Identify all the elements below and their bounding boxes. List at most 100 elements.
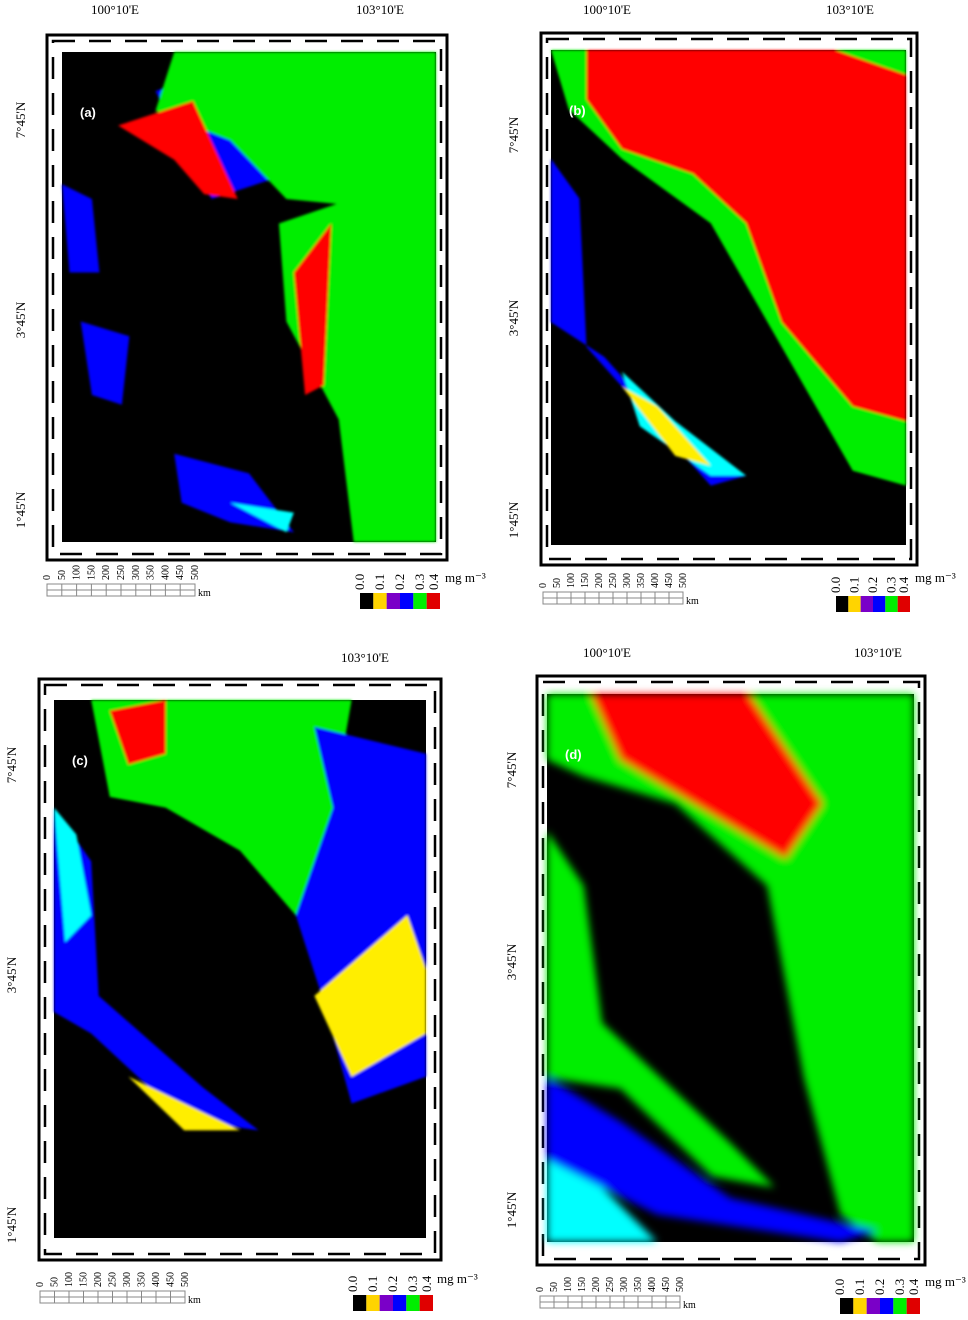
scale-tick-label: 300 — [131, 565, 142, 580]
legend-label: 0.4 — [906, 1278, 921, 1295]
legend-label: 0.4 — [426, 573, 441, 590]
scale-tick-label: 400 — [650, 573, 661, 588]
scale-tick-label: 50 — [549, 1282, 560, 1292]
scale-tick-label: 150 — [79, 1272, 90, 1287]
scale-tick-label: 50 — [57, 570, 68, 580]
map-region — [547, 1159, 658, 1242]
legend-unit: mg m⁻³ — [915, 570, 956, 585]
legend-swatch — [373, 593, 387, 609]
legend-label: 0.2 — [392, 574, 407, 590]
map-frame-ticks — [43, 683, 437, 1256]
scale-tick-label: 200 — [591, 1277, 602, 1292]
scale-tick-label: 250 — [605, 1277, 616, 1292]
longitude-label: 103°10'E — [826, 2, 874, 17]
legend-label: 0.1 — [372, 574, 387, 590]
scale-tick-label: 400 — [151, 1272, 162, 1287]
latitude-label: 1°45'N — [4, 1206, 19, 1243]
scale-unit: km — [188, 1295, 201, 1306]
legend-swatch — [379, 1295, 393, 1311]
legend-label: 0.2 — [385, 1276, 400, 1292]
map-image — [551, 50, 906, 486]
longitude-label: 100°10'E — [91, 2, 139, 17]
legend-unit: mg m⁻³ — [437, 1271, 478, 1286]
map-region — [230, 502, 294, 533]
scale-tick-label: 500 — [678, 573, 689, 588]
scale-tick-label: 450 — [661, 1277, 672, 1292]
legend-label: 0.3 — [884, 577, 899, 593]
map-region — [118, 101, 238, 199]
legend-swatch — [897, 596, 910, 612]
legend-swatch — [880, 1298, 894, 1314]
map-region — [547, 831, 775, 1188]
scale-tick-label: 300 — [619, 1277, 630, 1292]
scale-tick-label: 250 — [108, 1272, 119, 1287]
scale-tick-label: 350 — [137, 1272, 148, 1287]
scale-tick-label: 450 — [166, 1272, 177, 1287]
scale-tick-label: 0 — [35, 1282, 46, 1287]
latitude-label: 1°45'N — [504, 1191, 519, 1228]
scale-tick-label: 300 — [622, 573, 633, 588]
latitude-label: 3°45'N — [13, 301, 28, 338]
legend-unit: mg m⁻³ — [445, 570, 486, 585]
legend-swatch — [386, 593, 400, 609]
panel-label: (c) — [72, 753, 88, 768]
legend-unit: mg m⁻³ — [925, 1274, 966, 1289]
legend-swatch — [836, 596, 849, 612]
scale-tick-label: 200 — [594, 573, 605, 588]
longitude-label: 100°10'E — [583, 2, 631, 17]
scale-tick-label: 250 — [608, 573, 619, 588]
legend-label: 0.0 — [832, 1279, 847, 1295]
scale-tick-label: 50 — [552, 578, 563, 588]
scale-unit: km — [683, 1300, 696, 1311]
scale-tick-label: 150 — [577, 1277, 588, 1292]
legend-swatch — [860, 596, 873, 612]
latitude-label: 3°45'N — [504, 943, 519, 980]
legend-swatch — [853, 1298, 867, 1314]
latitude-label: 1°45'N — [13, 491, 28, 528]
latitude-label: 7°45'N — [13, 101, 28, 138]
scale-tick-label: 450 — [175, 565, 186, 580]
legend-label: 0.3 — [892, 1279, 907, 1295]
legend-label: 0.0 — [828, 577, 843, 593]
map-panel: (d)100°10'E 103°10'E7°45'N3°45'N1°45'N0 50… — [504, 645, 966, 1314]
longitude-label: 103°10'E — [356, 2, 404, 17]
scale-tick-label: 100 — [563, 1277, 574, 1292]
legend-label: 0.0 — [345, 1276, 360, 1292]
legend-swatch — [366, 1295, 380, 1311]
legend-label: 0.1 — [847, 577, 862, 593]
map-region — [155, 52, 436, 214]
map-region — [80, 321, 130, 405]
legend-swatch — [426, 593, 440, 609]
latitude-label: 3°45'N — [506, 299, 521, 336]
legend-label: 0.3 — [412, 574, 427, 590]
scale-tick-label: 300 — [122, 1272, 133, 1287]
scale-tick-label: 200 — [101, 565, 112, 580]
map-region — [128, 1076, 240, 1131]
legend-label: 0.3 — [405, 1276, 420, 1292]
latitude-label: 1°45'N — [506, 501, 521, 538]
legend-swatch — [400, 593, 414, 609]
scale-unit: km — [686, 596, 699, 607]
map-image — [62, 52, 436, 542]
map-panel: (a) 100°10'E 103°10'E 7°45'N 3°45'N 1°45'N 0 50… — [13, 2, 486, 609]
latitude-label: 3°45'N — [4, 956, 19, 993]
scale-tick-label: 0 — [42, 575, 53, 580]
legend-swatch — [848, 596, 861, 612]
map-frame-ticks — [541, 680, 921, 1261]
scale-tick-label: 250 — [116, 565, 127, 580]
legend-swatch — [393, 1295, 407, 1311]
scale-tick-label: 0 — [535, 1287, 546, 1292]
scale-tick-label: 450 — [664, 573, 675, 588]
map-frame-ticks — [545, 37, 913, 561]
scale-tick-label: 100 — [566, 573, 577, 588]
map-region — [293, 223, 332, 395]
map-panel: (c) 103°10'E 7°45'N 3°45'N 1°45'N 0 50 100 150 20… — [4, 650, 478, 1311]
scale-tick-label: 350 — [146, 565, 157, 580]
legend-label: 0.4 — [419, 1275, 434, 1292]
latitude-label: 7°45'N — [506, 116, 521, 153]
map-region — [591, 694, 823, 859]
longitude-label: 100°10'E — [583, 645, 631, 660]
scale-tick-label: 400 — [160, 565, 171, 580]
map-region — [551, 158, 747, 486]
